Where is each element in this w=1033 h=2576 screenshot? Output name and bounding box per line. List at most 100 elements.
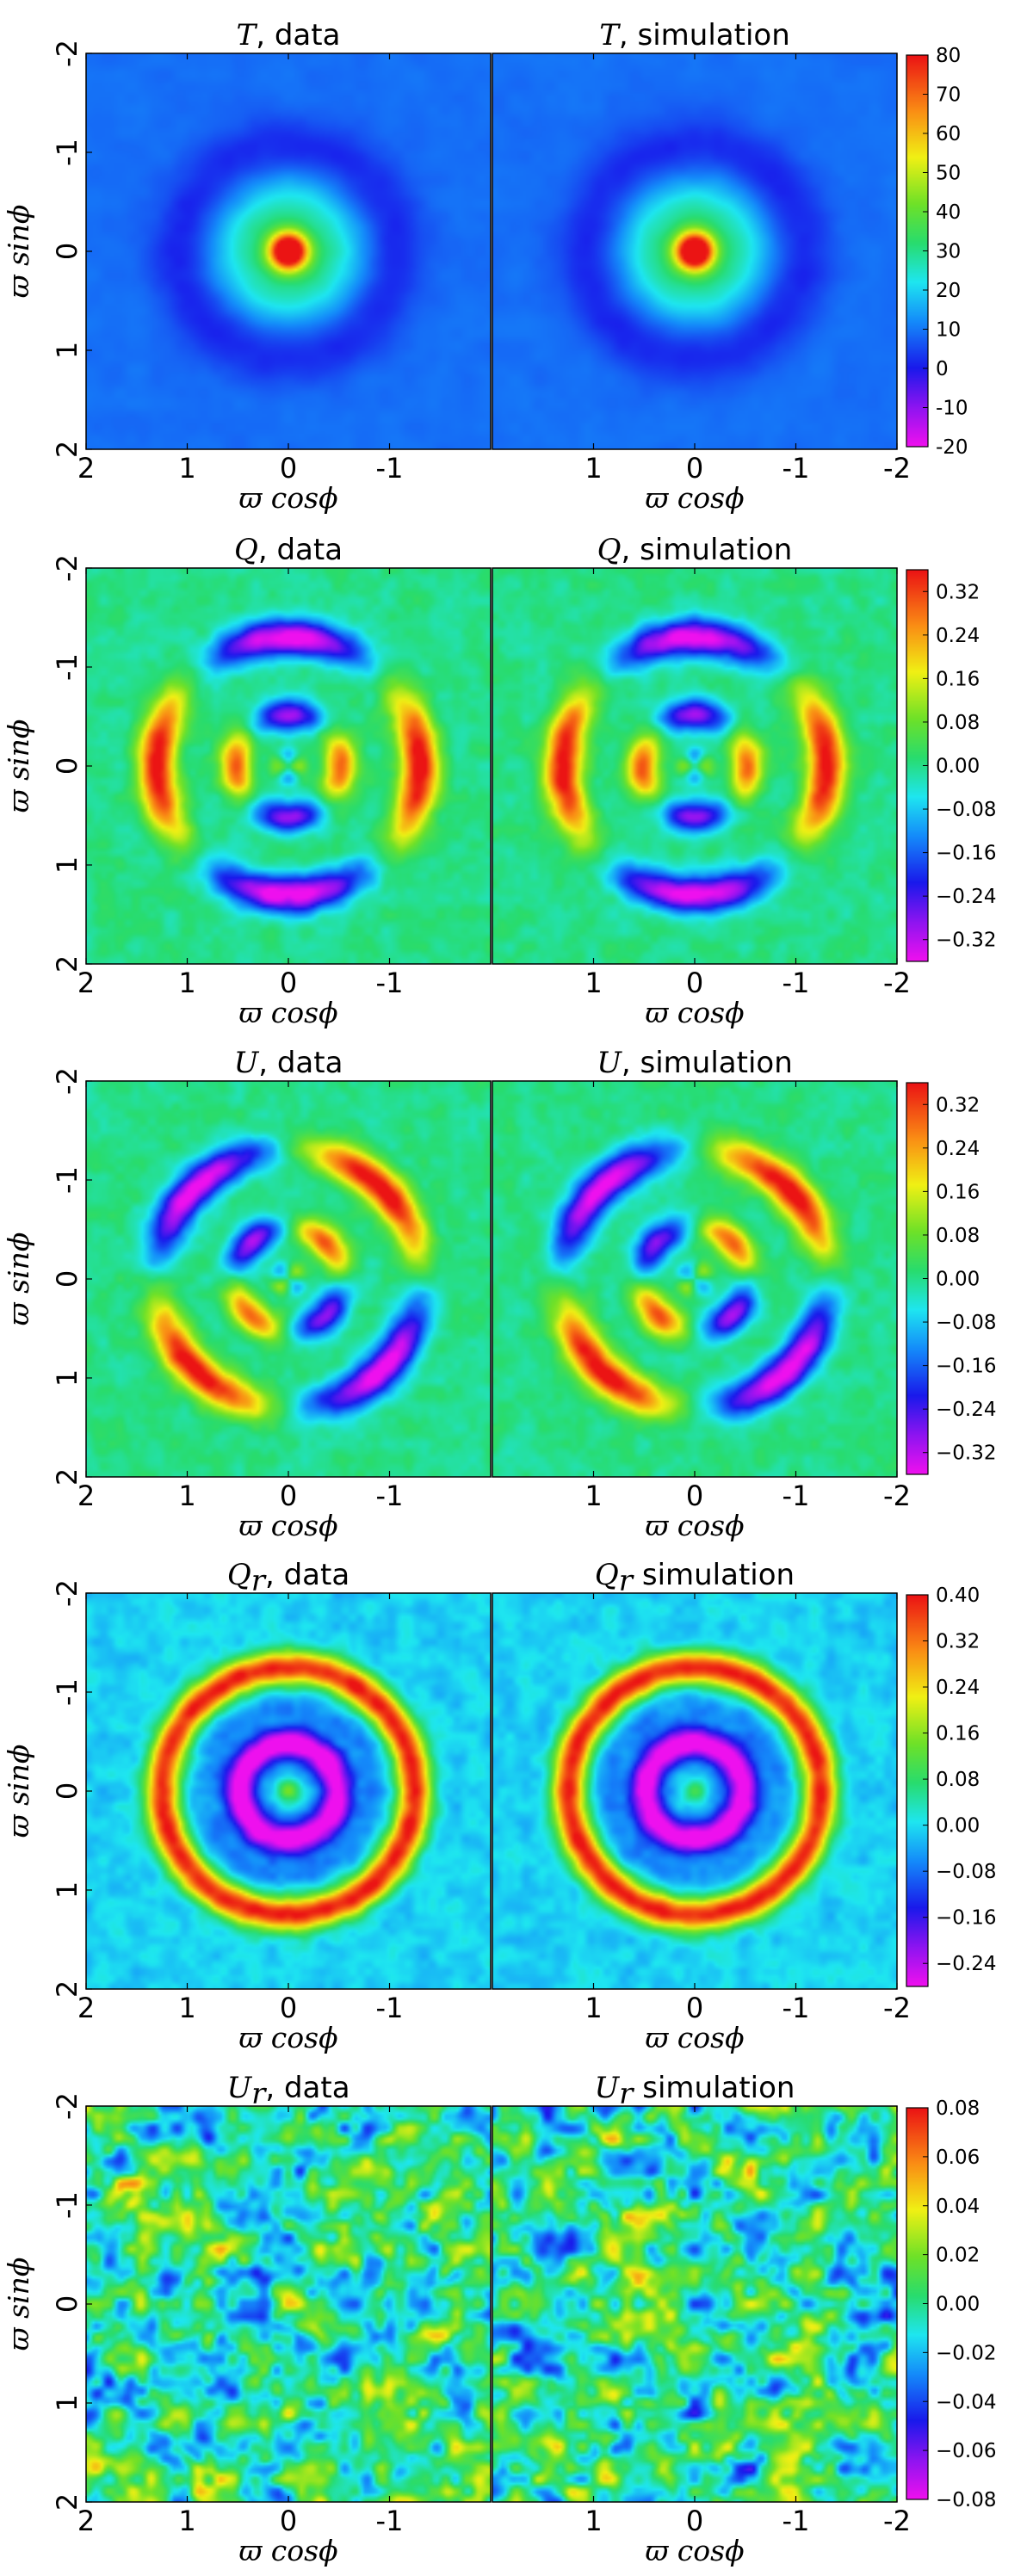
colorbar-tick-label: 0.16	[936, 1181, 980, 1203]
x-tick-label: -1	[782, 967, 810, 999]
colorbar-tick-label: 0.08	[936, 1225, 980, 1247]
colorbar-tick-label: 0.00	[936, 2294, 980, 2316]
colorbar-tick-label: 0.16	[936, 668, 980, 690]
panel-title: Qr simulation	[595, 1558, 795, 1598]
colorbar-tick-label: 80	[936, 45, 961, 67]
x-axis-label: ϖ cosϕ	[645, 481, 744, 515]
panel-title: Q, simulation	[597, 533, 793, 567]
heatmap-simulation	[492, 1593, 897, 1989]
x-axis-label: ϖ cosϕ	[238, 996, 337, 1029]
y-tick-label: -1	[51, 2191, 84, 2219]
colorbar-tick-label: 0.00	[936, 756, 980, 778]
y-tick-label: -2	[51, 1067, 84, 1095]
panel-title: Ur simulation	[595, 2071, 795, 2111]
colorbar-tick-label: 0.32	[936, 1094, 980, 1116]
x-tick-label: -2	[883, 967, 911, 999]
heatmap-simulation	[492, 2106, 897, 2502]
x-tick-label: -2	[883, 1992, 911, 2024]
colorbar-tick-label: 0.16	[936, 1723, 980, 1745]
y-tick-label: -1	[51, 1166, 84, 1194]
y-axis-label: ϖ sinϕ	[2, 2258, 35, 2351]
y-axis-label: ϖ sinϕ	[2, 205, 35, 299]
colorbar-tick-label: −0.08	[936, 1312, 996, 1334]
y-tick-label: 1	[51, 2394, 84, 2412]
x-tick-label: 1	[585, 2505, 602, 2537]
colorbar	[906, 1595, 928, 1986]
heatmap-simulation	[492, 53, 897, 449]
colorbar-tick-label: −0.32	[936, 930, 996, 952]
x-axis-label: ϖ cosϕ	[645, 996, 744, 1029]
y-tick-label: 2	[51, 2493, 84, 2511]
heatmap-simulation	[492, 568, 897, 964]
colorbar-tick-label: 40	[936, 201, 961, 224]
x-tick-label: -2	[883, 2505, 911, 2537]
x-axis-label: ϖ cosϕ	[238, 1509, 337, 1542]
y-tick-label: 1	[51, 856, 84, 874]
x-tick-label: -2	[883, 1480, 911, 1512]
y-axis-label: ϖ sinϕ	[2, 1745, 35, 1838]
x-tick-label: 2	[77, 1992, 95, 2024]
y-axis-label: ϖ sinϕ	[2, 1232, 35, 1326]
panel-title: T, data	[237, 18, 341, 53]
colorbar-tick-label: 0.08	[936, 2097, 980, 2120]
x-axis-label: ϖ cosϕ	[238, 2021, 337, 2054]
colorbar-tick-label: 30	[936, 241, 961, 263]
heatmap-data	[86, 568, 491, 964]
x-tick-label: -1	[782, 1992, 810, 2024]
panel-title: Qr, data	[227, 1558, 349, 1598]
colorbar-tick-label: 0.08	[936, 1769, 980, 1791]
panel-title: U, simulation	[597, 1046, 793, 1080]
y-tick-label: 0	[51, 2295, 84, 2313]
heatmap-data	[86, 1081, 491, 1477]
colorbar-tick-label: 10	[936, 319, 961, 342]
x-tick-label: 1	[585, 452, 602, 485]
chart-row-3: 2 1 0 -1 ϖ cosϕ 1 0 -1 -2 ϖ cosϕ -2 -1 0 1 2 ϖ sinϕ 0.32…	[2, 1067, 996, 1542]
x-tick-label: 0	[280, 452, 297, 485]
y-tick-label: 0	[51, 757, 84, 775]
x-tick-label: 2	[77, 2505, 95, 2537]
colorbar-frame	[906, 1594, 929, 1987]
chart-row-4: 2 1 0 -1 ϖ cosϕ 1 0 -1 -2 ϖ cosϕ -2 -1 0 1 2 ϖ sinϕ 0.40…	[2, 1579, 996, 2054]
colorbar-tick-label: −0.16	[936, 1356, 996, 1378]
y-tick-label: 1	[51, 342, 84, 359]
heatmap-simulation	[492, 1081, 897, 1477]
x-tick-label: 0	[686, 452, 703, 485]
x-tick-label: 0	[686, 1480, 703, 1512]
colorbar-tick-label: 0.32	[936, 1631, 980, 1653]
chart-row-2: 2 1 0 -1 ϖ cosϕ 1 0 -1 -2 ϖ cosϕ -2 -1 0 1 2 ϖ sinϕ 0.32…	[2, 554, 996, 1029]
heatmap-data	[86, 1593, 491, 1989]
x-tick-label: 0	[686, 1992, 703, 2024]
y-tick-label: 0	[51, 1270, 84, 1288]
y-tick-label: -2	[51, 554, 84, 582]
panel-title: T, simulation	[599, 18, 790, 53]
y-tick-label: -1	[51, 1678, 84, 1706]
colorbar-tick-label: 0.24	[936, 1138, 980, 1160]
x-tick-label: 2	[77, 452, 95, 485]
chart-row-5: 2 1 0 -1 ϖ cosϕ 1 0 -1 -2 ϖ cosϕ -2 -1 0 1 2 ϖ sinϕ 0.08…	[2, 2092, 996, 2567]
y-tick-label: -2	[51, 40, 84, 67]
y-tick-label: 2	[51, 1980, 84, 1998]
colorbar-tick-label: 60	[936, 123, 961, 145]
x-tick-label: 2	[77, 967, 95, 999]
colorbar-tick-label: 20	[936, 280, 961, 302]
y-tick-label: 1	[51, 1369, 84, 1387]
x-axis-label: ϖ cosϕ	[238, 481, 337, 515]
colorbar-tick-label: 0.32	[936, 581, 980, 603]
colorbar-tick-label: −0.08	[936, 799, 996, 821]
x-tick-label: -1	[376, 967, 404, 999]
x-tick-label: 1	[178, 2505, 195, 2537]
colorbar-tick-label: −0.16	[936, 1907, 996, 1930]
x-tick-label: -1	[782, 2505, 810, 2537]
colorbar-tick-label: −0.24	[936, 886, 996, 908]
colorbar-tick-label: 0.06	[936, 2147, 980, 2169]
x-tick-label: 1	[178, 452, 195, 485]
x-tick-label: 1	[178, 967, 195, 999]
x-tick-label: 2	[77, 1480, 95, 1512]
colorbar-tick-label: 0.08	[936, 712, 980, 734]
y-tick-label: 2	[51, 955, 84, 973]
x-tick-label: 0	[686, 967, 703, 999]
colorbar-tick-label: 0.04	[936, 2196, 980, 2218]
colorbar-tick-label: −0.08	[936, 2489, 996, 2511]
colorbar-tick-label: 0.24	[936, 625, 980, 647]
